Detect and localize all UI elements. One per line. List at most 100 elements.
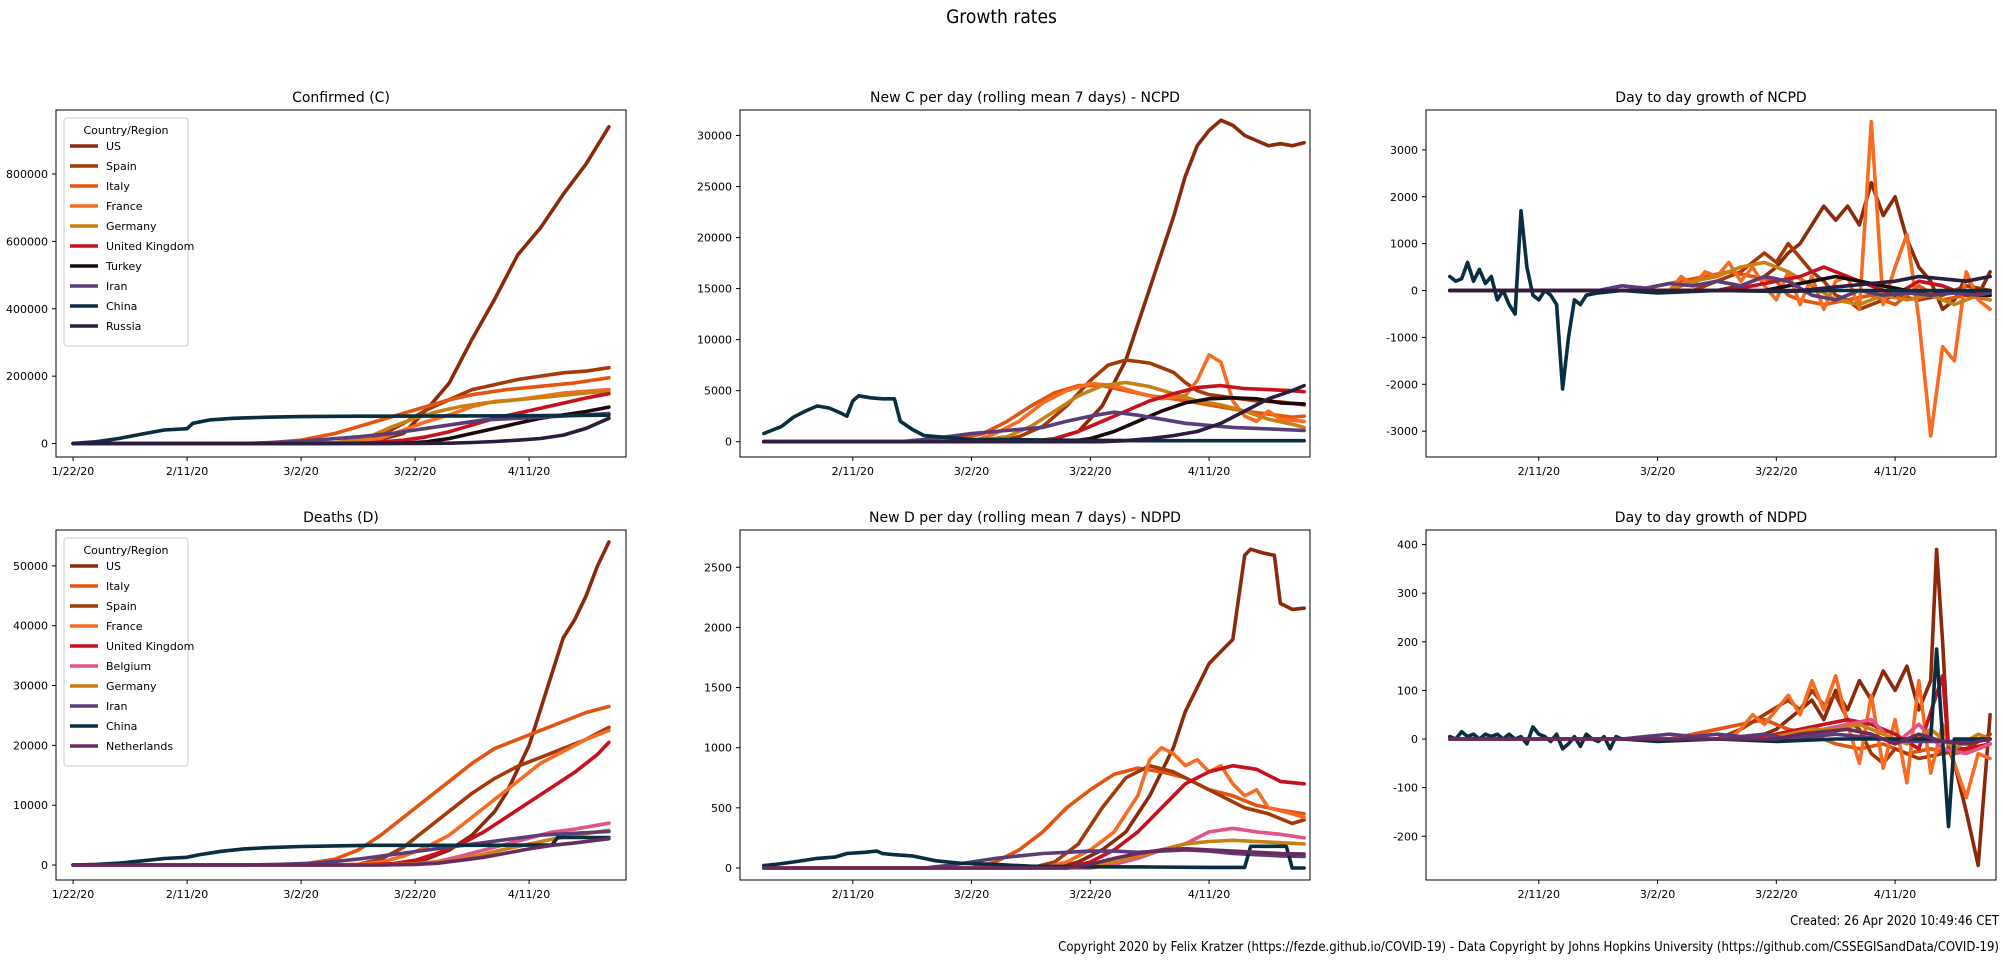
figure-title: Growth rates — [946, 6, 1057, 28]
legend-box — [63, 537, 189, 767]
legend-entry: France — [106, 620, 143, 633]
legend-entry: Spain — [106, 160, 137, 173]
legend-entry: Belgium — [106, 660, 151, 673]
x-tick-label: 2/11/20 — [1518, 888, 1560, 901]
chart-title: Day to day growth of NDPD — [1615, 510, 1807, 526]
x-tick-label: 3/2/20 — [954, 465, 989, 478]
series-line-us — [762, 118, 1306, 444]
legend-entry: Germany — [106, 680, 157, 693]
y-tick-label: 10000 — [13, 799, 48, 812]
series-group — [762, 547, 1306, 870]
legend-entry: China — [106, 300, 137, 313]
series-group — [1448, 119, 1992, 438]
x-tick-label: 3/22/20 — [1755, 888, 1797, 901]
x-tick-label: 2/11/20 — [832, 465, 874, 478]
y-tick-label: -1000 — [1386, 331, 1418, 344]
legend: Country/Region US Spain Italy France Germany U… — [63, 117, 194, 347]
x-tick-label: 3/22/20 — [394, 888, 436, 901]
y-tick-label: 400 — [1397, 539, 1418, 552]
x-tick-label: 4/11/20 — [1874, 888, 1916, 901]
series-line-us — [762, 547, 1306, 870]
created-timestamp: Created: 26 Apr 2020 10:49:46 CET — [1790, 914, 1999, 929]
y-tick-label: 0 — [1411, 285, 1418, 298]
chart-growth-ncpd: Day to day growth of NCPD -3000 -2000 -1000… — [1386, 90, 1997, 478]
x-tick-label: 3/2/20 — [283, 465, 318, 478]
y-tick-label: 300 — [1397, 587, 1418, 600]
legend-title: Country/Region — [83, 544, 168, 557]
plot-frame — [1425, 109, 1997, 458]
chart-growth-ndpd: Day to day growth of NDPD -200 -100 0 100 200… — [1393, 510, 1997, 901]
y-tick-label: 5000 — [704, 385, 732, 398]
y-tick-label: -100 — [1393, 782, 1418, 795]
plot-frame — [739, 109, 1311, 458]
chart-title: Deaths (D) — [303, 510, 379, 526]
series-line-netherlands — [71, 836, 611, 867]
y-tick-label: 40000 — [13, 620, 48, 633]
x-tick-label: 3/2/20 — [1640, 465, 1675, 478]
series-group — [71, 540, 611, 867]
series-line-us — [1448, 180, 1992, 312]
y-tick-label: 0 — [725, 436, 732, 449]
legend: Country/Region US Italy Spain France United K… — [63, 537, 194, 767]
chart-new-deaths: New D per day (rolling mean 7 days) - ND… — [704, 510, 1311, 901]
x-tick-label: 4/11/20 — [1188, 465, 1230, 478]
x-tick-label: 3/22/20 — [1069, 888, 1111, 901]
series-line-china — [762, 394, 1306, 443]
y-tick-label: 800000 — [6, 168, 48, 181]
series-line-russia — [71, 416, 611, 446]
y-tick-label: 20000 — [697, 232, 732, 245]
series-line-united-kingdom — [762, 763, 1306, 870]
series-line-germany — [1448, 722, 1992, 751]
x-tick-label: 4/11/20 — [508, 465, 550, 478]
legend-entry: Italy — [106, 180, 130, 193]
series-group — [71, 125, 611, 446]
x-tick-label: 4/11/20 — [508, 888, 550, 901]
legend-entry: United Kingdom — [106, 240, 194, 253]
plot-frame — [1425, 529, 1997, 881]
series-line-russia — [762, 383, 1306, 444]
legend-entry: United Kingdom — [106, 640, 194, 653]
x-tick-label: 2/11/20 — [832, 888, 874, 901]
x-tick-label: 3/2/20 — [1640, 888, 1675, 901]
y-tick-label: 25000 — [697, 181, 732, 194]
y-tick-label: 400000 — [6, 303, 48, 316]
series-line-germany — [1448, 260, 1992, 307]
y-tick-label: 30000 — [13, 680, 48, 693]
series-line-germany — [762, 380, 1306, 444]
x-tick-label: 1/22/20 — [52, 465, 94, 478]
series-line-spain — [1448, 241, 1992, 312]
series-line-china — [71, 413, 611, 446]
x-tick-label: 3/2/20 — [283, 888, 318, 901]
x-tick-label: 1/22/20 — [52, 888, 94, 901]
chart-confirmed: Confirmed (C) 0 200000 400000 600000 800000 1/… — [6, 90, 627, 478]
series-line-france — [1448, 674, 1992, 800]
y-tick-label: 2000 — [1390, 191, 1418, 204]
chart-title: New D per day (rolling mean 7 days) - ND… — [869, 510, 1181, 526]
y-tick-label: -3000 — [1386, 425, 1418, 438]
series-line-united-kingdom — [1448, 265, 1992, 297]
y-tick-label: 10000 — [697, 334, 732, 347]
y-tick-label: 3000 — [1390, 144, 1418, 157]
y-tick-label: -2000 — [1386, 378, 1418, 391]
legend-entry: US — [106, 140, 121, 153]
legend-entry: US — [106, 560, 121, 573]
y-tick-label: 30000 — [697, 130, 732, 143]
series-line-belgium — [762, 826, 1306, 870]
chart-new-confirmed: New C per day (rolling mean 7 days) - NC… — [697, 90, 1311, 478]
series-group — [1448, 547, 1992, 868]
y-tick-label: 1500 — [704, 682, 732, 695]
copyright-notice: Copyright 2020 by Felix Kratzer (https:/… — [1058, 940, 1999, 955]
y-tick-label: 100 — [1397, 684, 1418, 697]
legend-box — [63, 117, 189, 347]
x-tick-label: 3/22/20 — [394, 465, 436, 478]
legend-entry: China — [106, 720, 137, 733]
series-line-china — [1448, 209, 1992, 391]
y-tick-label: 15000 — [697, 283, 732, 296]
chart-title: New C per day (rolling mean 7 days) - NC… — [870, 90, 1180, 106]
y-tick-label: 200 — [1397, 636, 1418, 649]
y-tick-label: 600000 — [6, 235, 48, 248]
series-line-netherlands — [762, 846, 1306, 870]
series-line-spain — [762, 763, 1306, 870]
y-tick-label: 20000 — [13, 739, 48, 752]
y-tick-label: 1000 — [1390, 238, 1418, 251]
